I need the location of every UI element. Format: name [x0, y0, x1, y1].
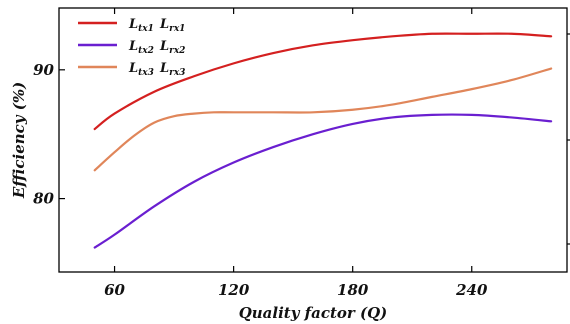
series-line-3 [93, 67, 553, 172]
legend-label-1: Ltx1 Lrx1 [128, 17, 185, 34]
series-line-1 [93, 32, 553, 131]
x-tick-label: 120 [218, 281, 250, 299]
tick-marks [59, 8, 570, 272]
y-tick-label: 80 [33, 190, 54, 208]
series-lines [93, 32, 553, 249]
tick-labels: 60 120 180 240 80 90 [33, 61, 488, 299]
y-tick-label: 90 [33, 61, 54, 79]
x-axis-label: Quality factor (Q) [239, 304, 388, 322]
x-tick-label: 180 [337, 281, 369, 299]
legend-label-3: Ltx3 Lrx3 [128, 61, 185, 78]
series-line-2 [93, 113, 553, 249]
legend: Ltx1 Lrx1 Ltx2 Lrx2 Ltx3 Lrx3 [78, 17, 185, 78]
legend-label-2: Ltx2 Lrx2 [128, 39, 185, 56]
x-tick-label: 60 [104, 281, 125, 299]
y-axis-label: Efficiency (%) [10, 82, 28, 199]
x-tick-label: 240 [455, 281, 488, 299]
